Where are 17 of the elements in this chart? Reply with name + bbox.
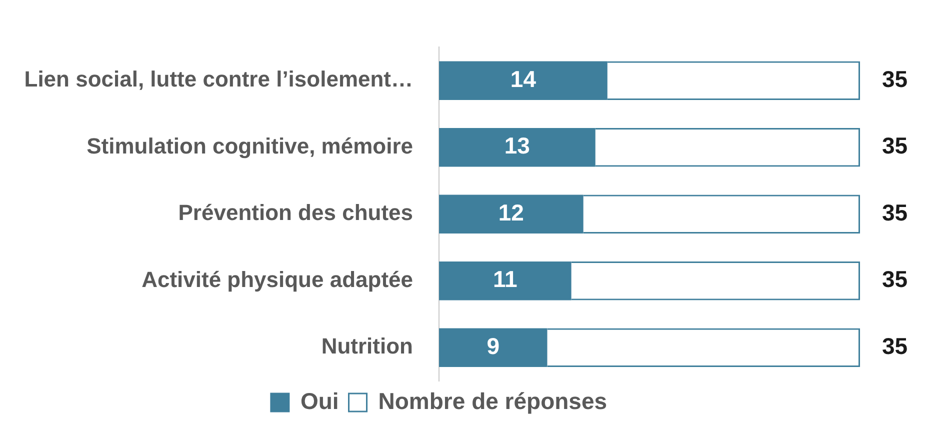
- y-tick-label: Stimulation cognitive, mémoire: [86, 133, 413, 158]
- legend-label: Nombre de réponses: [378, 388, 608, 414]
- y-tick-label: Nutrition: [321, 334, 413, 359]
- data-label: 13: [504, 132, 530, 159]
- data-label: 14: [510, 66, 536, 92]
- total-label: 35: [882, 132, 908, 159]
- total-label: 35: [882, 199, 908, 226]
- total-label: 35: [882, 266, 908, 292]
- y-tick-label: Prévention des chutes: [178, 200, 413, 226]
- data-label: 11: [492, 266, 518, 292]
- total-label: 35: [882, 332, 908, 359]
- y-tick-label: Activité physique adaptée: [142, 266, 413, 292]
- y-tick-label: Lien social, lutte contre l’isolement…: [24, 66, 413, 92]
- data-label: 12: [498, 199, 524, 226]
- legend-label: Oui: [300, 388, 339, 414]
- total-label: 35: [882, 66, 908, 92]
- data-label: 9: [486, 332, 500, 359]
